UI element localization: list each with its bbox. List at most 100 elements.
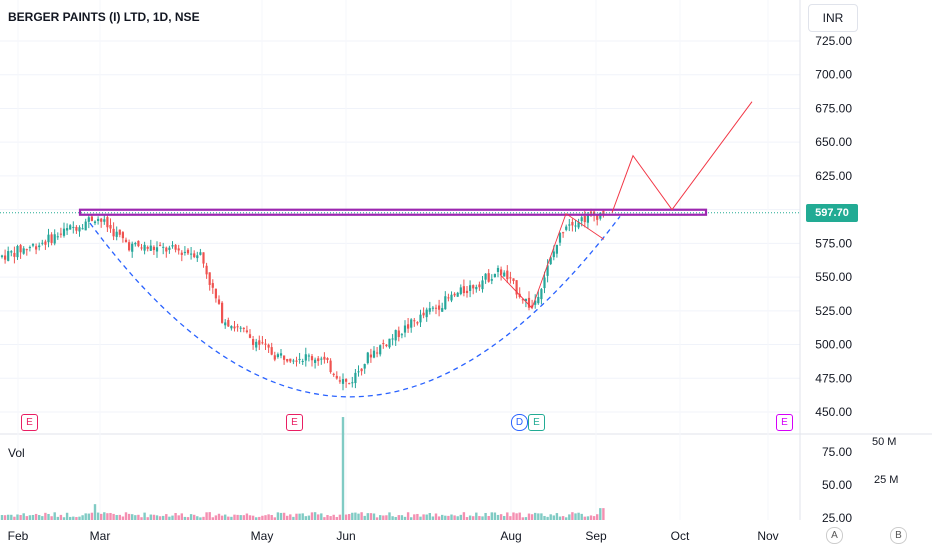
candle-body bbox=[211, 283, 214, 288]
candle-body bbox=[369, 354, 372, 358]
volume-bar bbox=[481, 516, 484, 520]
earnings-marker[interactable]: E bbox=[21, 414, 38, 431]
volume-bar bbox=[456, 516, 459, 520]
candle-body bbox=[555, 244, 558, 254]
candle-body bbox=[168, 247, 171, 250]
volume-bar bbox=[152, 514, 156, 520]
candle-body bbox=[301, 360, 304, 362]
candle-body bbox=[531, 305, 534, 308]
volume-bar bbox=[503, 515, 506, 520]
volume-bar bbox=[558, 516, 562, 520]
volume-bar bbox=[413, 514, 416, 520]
candle-body bbox=[363, 364, 366, 369]
dividend-marker[interactable]: D bbox=[511, 414, 528, 431]
candle-body bbox=[521, 299, 524, 301]
volume-bar bbox=[385, 515, 388, 520]
candle-body bbox=[233, 326, 236, 329]
volume-bar bbox=[211, 517, 214, 520]
time-tick-label: Mar bbox=[90, 529, 111, 543]
candle-body bbox=[177, 248, 180, 251]
volume-bar bbox=[7, 514, 10, 520]
volume-bar bbox=[273, 517, 276, 520]
volume-bar bbox=[41, 516, 44, 520]
candle-body bbox=[205, 265, 208, 275]
earnings-marker[interactable]: E bbox=[286, 414, 303, 431]
volume-bar bbox=[131, 514, 134, 520]
candle-body bbox=[227, 320, 230, 327]
volume-bar bbox=[50, 516, 53, 520]
candle-body bbox=[124, 239, 128, 243]
candle-body bbox=[407, 324, 410, 329]
candle-body bbox=[481, 280, 484, 290]
volume-bar bbox=[431, 516, 435, 520]
earnings-marker[interactable]: E bbox=[776, 414, 793, 431]
volume-bar bbox=[0, 515, 4, 520]
candle-body bbox=[298, 358, 301, 360]
volume-bar bbox=[189, 514, 193, 520]
price-tick-label: 500.00 bbox=[815, 338, 852, 352]
candle-body bbox=[493, 273, 496, 278]
currency-button[interactable]: INR bbox=[808, 4, 858, 32]
candle-body bbox=[506, 270, 509, 280]
volume-bar bbox=[245, 513, 249, 520]
candle-body bbox=[450, 294, 453, 301]
candle-body bbox=[478, 284, 481, 288]
volume-bar bbox=[103, 512, 106, 520]
candle-body bbox=[434, 307, 438, 309]
candle-body bbox=[447, 297, 450, 299]
volume-bar bbox=[524, 517, 528, 520]
volume-bar bbox=[360, 512, 363, 520]
volume-bar bbox=[310, 512, 314, 520]
volume-bar bbox=[338, 514, 342, 520]
volume-bar bbox=[406, 512, 410, 520]
candle-body bbox=[583, 216, 586, 223]
candle-body bbox=[475, 286, 478, 290]
badge-b[interactable]: B bbox=[890, 527, 907, 544]
candle-body bbox=[152, 246, 155, 251]
candle-body bbox=[487, 273, 490, 282]
volume-bar bbox=[487, 515, 490, 520]
candle-body bbox=[186, 249, 190, 254]
volume-bar bbox=[403, 516, 407, 520]
candle-body bbox=[143, 244, 146, 251]
candle-body bbox=[50, 234, 53, 243]
candle-body bbox=[416, 322, 419, 324]
volume-tick-label: 75.00 bbox=[822, 445, 852, 459]
badge-a[interactable]: A bbox=[826, 527, 843, 544]
candle-body bbox=[19, 245, 22, 253]
candle-body bbox=[317, 358, 320, 362]
candle-body bbox=[248, 334, 252, 338]
candle-body bbox=[109, 225, 112, 229]
time-tick-label: Sep bbox=[585, 529, 607, 543]
volume-bar bbox=[344, 514, 348, 520]
candle-body bbox=[137, 240, 140, 247]
candle-body bbox=[236, 326, 239, 328]
earnings-marker[interactable]: E bbox=[528, 414, 545, 431]
volume-bar bbox=[357, 513, 360, 520]
volume-bar bbox=[397, 515, 400, 520]
volume-bar bbox=[527, 513, 531, 520]
candle-body bbox=[217, 299, 221, 304]
volume-bar bbox=[506, 512, 509, 520]
volume-bar bbox=[22, 513, 25, 520]
volume-bar bbox=[580, 513, 583, 520]
candle-body bbox=[78, 227, 81, 232]
candle-body bbox=[571, 221, 574, 226]
candle-body bbox=[345, 379, 348, 382]
volume-bars bbox=[0, 417, 605, 520]
candle-body bbox=[428, 308, 431, 312]
volume-bar bbox=[565, 517, 568, 520]
candle-body bbox=[295, 360, 298, 362]
volume-bar bbox=[552, 515, 555, 520]
volume-bar bbox=[3, 515, 7, 520]
volume-bar bbox=[382, 515, 385, 520]
volume-bar bbox=[512, 512, 515, 520]
volume-bar bbox=[38, 515, 41, 520]
volume-bar bbox=[78, 516, 81, 520]
volume-bar bbox=[227, 516, 230, 520]
candle-body bbox=[202, 252, 205, 264]
candle-body bbox=[118, 229, 121, 235]
volume-bar bbox=[168, 516, 171, 520]
volume-bar bbox=[251, 515, 255, 520]
candle-body bbox=[62, 228, 66, 236]
